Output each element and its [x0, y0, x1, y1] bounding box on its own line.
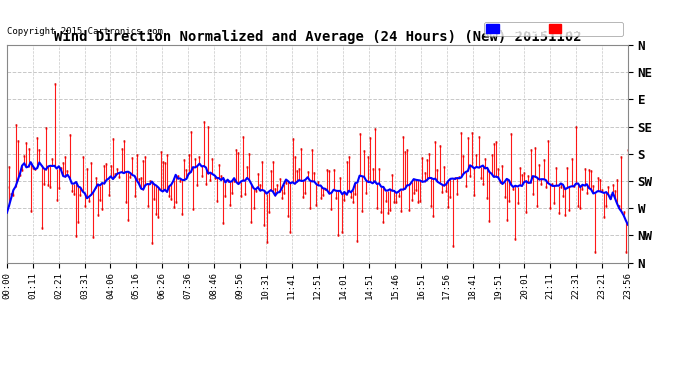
Title: Wind Direction Normalized and Average (24 Hours) (New) 20151102: Wind Direction Normalized and Average (2… [54, 30, 581, 44]
Legend: Average, Direction: Average, Direction [484, 22, 622, 36]
Text: Copyright 2015 Cartronics.com: Copyright 2015 Cartronics.com [7, 27, 163, 36]
